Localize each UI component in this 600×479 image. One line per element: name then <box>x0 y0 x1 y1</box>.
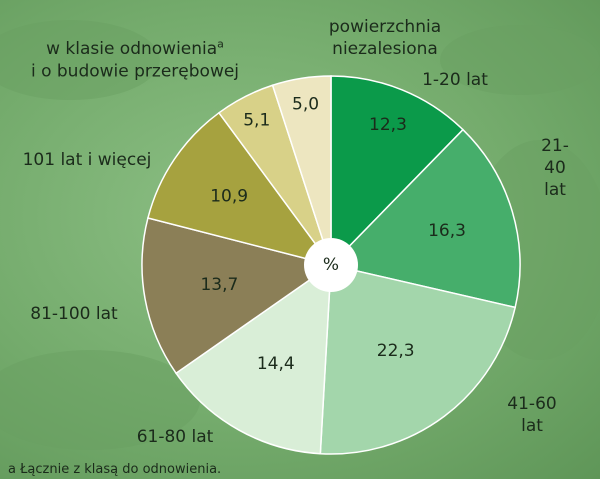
category-label: powierzchnia niezalesiona <box>329 16 441 60</box>
value-label: 22,3 <box>377 341 415 361</box>
value-label: 13,7 <box>200 275 238 295</box>
value-label: 10,9 <box>210 186 248 206</box>
category-label-line: w klasie odnowienia <box>46 39 217 59</box>
category-label: 41-60 lat <box>498 393 566 437</box>
value-label: 5,1 <box>243 110 270 130</box>
category-label-line: i o budowie przerębowej <box>31 61 239 81</box>
category-label: 81-100 lat <box>30 303 117 325</box>
category-label: 1-20 lat <box>422 69 488 91</box>
center-label: % <box>323 255 339 275</box>
category-label: w klasie odnowieniaa i o budowie przerębo… <box>31 38 239 83</box>
page: 12,3 16,3 22,3 14,4 13,7 10,9 5,1 5,0% a Łączni… <box>0 0 600 479</box>
footnote-mark: a <box>217 38 224 51</box>
category-label: 61-80 lat <box>137 426 214 448</box>
value-label: 14,4 <box>257 354 295 374</box>
category-label: 21-40 lat <box>533 135 578 201</box>
value-label: 16,3 <box>428 221 466 241</box>
category-label: 101 lat i więcej <box>23 149 152 171</box>
footnote: a Łącznie z klasą do odnowienia. <box>8 462 221 477</box>
value-label: 12,3 <box>369 115 407 135</box>
value-label: 5,0 <box>292 94 319 114</box>
